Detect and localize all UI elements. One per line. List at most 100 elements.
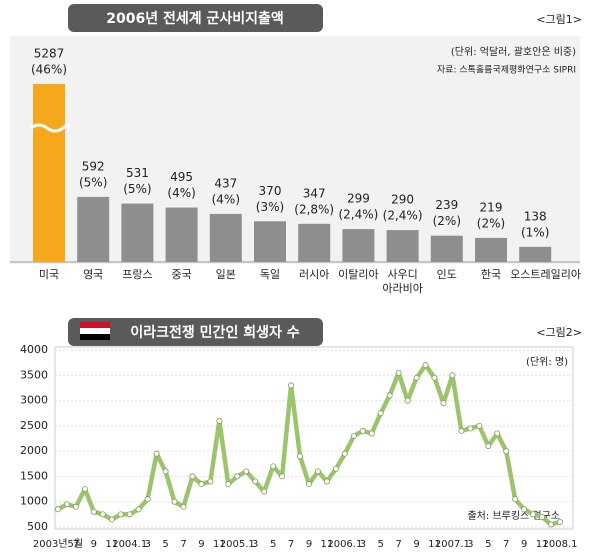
share-label: (46%): [31, 63, 67, 77]
bar: [77, 196, 110, 262]
point: [99, 511, 106, 518]
x-tick-label: 7: [73, 539, 79, 550]
x-tick-label: 7: [395, 539, 401, 550]
point: [359, 427, 366, 434]
y-tick-label: 2000: [20, 444, 48, 457]
x-tick-label: 이탈리아: [338, 268, 379, 281]
point: [404, 397, 411, 404]
x-tick-label: 5: [270, 539, 276, 550]
x-tick-label: 3: [467, 539, 473, 550]
point: [63, 501, 70, 508]
flag: [80, 334, 110, 340]
point: [539, 513, 546, 520]
point: [413, 374, 420, 381]
x-tick-label: 프랑스: [122, 268, 153, 281]
x-tick-label: 3: [360, 539, 366, 550]
x-tick-label: 미국: [38, 268, 60, 281]
share-label: (2%): [477, 216, 505, 230]
x-tick-label: 9: [198, 539, 204, 550]
x-tick-label: 7: [503, 539, 509, 550]
flag: [80, 328, 110, 334]
value-label: 592: [82, 159, 105, 173]
point: [350, 432, 357, 439]
point: [81, 486, 88, 493]
point: [368, 430, 375, 437]
value-label: 531: [126, 166, 149, 180]
point: [431, 374, 438, 381]
point: [467, 425, 474, 432]
unit-note: (단위: 명): [526, 355, 568, 368]
point: [440, 400, 447, 407]
flag: [80, 322, 110, 328]
x-tick-label: 11: [105, 539, 118, 550]
point: [548, 521, 555, 528]
point: [332, 465, 339, 472]
point: [117, 511, 124, 518]
x-tick-label: 5: [485, 539, 491, 550]
x-tick-label: 중국: [171, 268, 192, 281]
point: [512, 496, 519, 503]
x-tick-label: 5: [378, 539, 384, 550]
axis-break: [30, 123, 70, 133]
bar: [121, 203, 154, 262]
x-tick-label: 오스트레일리아: [510, 268, 582, 281]
unit-note: (단위: 억달러, 괄호안은 비중): [451, 45, 576, 58]
x-tick-label: 5: [162, 539, 168, 550]
point: [261, 488, 268, 495]
point: [207, 478, 214, 485]
point: [314, 468, 321, 475]
point: [108, 516, 115, 523]
x-tick-label: 9: [306, 539, 312, 550]
point: [323, 478, 330, 485]
y-tick-label: 1500: [20, 469, 48, 482]
point: [485, 443, 492, 450]
title-badge: [68, 318, 323, 346]
point: [162, 468, 169, 475]
plot-frame: [54, 346, 574, 530]
point: [216, 417, 223, 424]
x-tick-label: 11: [213, 539, 226, 550]
point: [90, 508, 97, 515]
x-tick-label: 3: [144, 539, 150, 550]
x-tick-label: 인도: [436, 268, 457, 281]
point: [395, 369, 402, 376]
x-tick-label: 영국: [83, 268, 104, 281]
value-label: 437: [214, 176, 237, 190]
point: [494, 430, 501, 437]
y-tick-label: 2500: [20, 419, 48, 432]
point: [225, 481, 232, 488]
title-badge: [68, 4, 323, 32]
figure-label: <그림2>: [536, 326, 582, 339]
point: [135, 506, 142, 513]
share-label: (2,8%): [294, 202, 334, 216]
y-tick-label: 1000: [20, 495, 48, 508]
point: [341, 450, 348, 457]
point: [476, 422, 483, 429]
share-label: (5%): [123, 182, 151, 196]
share-label: (2,4%): [338, 208, 378, 222]
x-tick-label: 11: [428, 539, 441, 550]
point: [72, 503, 79, 510]
x-tick-label: 2004.1: [112, 539, 147, 550]
share-label: (2%): [433, 214, 461, 228]
x-tick-label: 7: [180, 539, 186, 550]
point: [530, 511, 537, 518]
x-tick-label: 2006.1: [327, 539, 362, 550]
point: [153, 450, 160, 457]
point: [243, 468, 250, 475]
chart-title: 이라크전쟁 민간인 희생자 수: [130, 324, 299, 341]
value-label: 290: [391, 193, 414, 207]
bar: [298, 223, 331, 262]
x-tick-label: 9: [91, 539, 97, 550]
point: [126, 511, 133, 518]
point: [252, 478, 259, 485]
point: [189, 473, 196, 480]
share-label: (4%): [167, 186, 195, 200]
bar: [430, 235, 463, 262]
x-tick-label: 2007.1: [435, 539, 470, 550]
y-tick-label: 500: [27, 520, 48, 533]
point: [279, 473, 286, 480]
y-tick-label: 3000: [20, 394, 48, 407]
share-label: (1%): [521, 225, 549, 239]
